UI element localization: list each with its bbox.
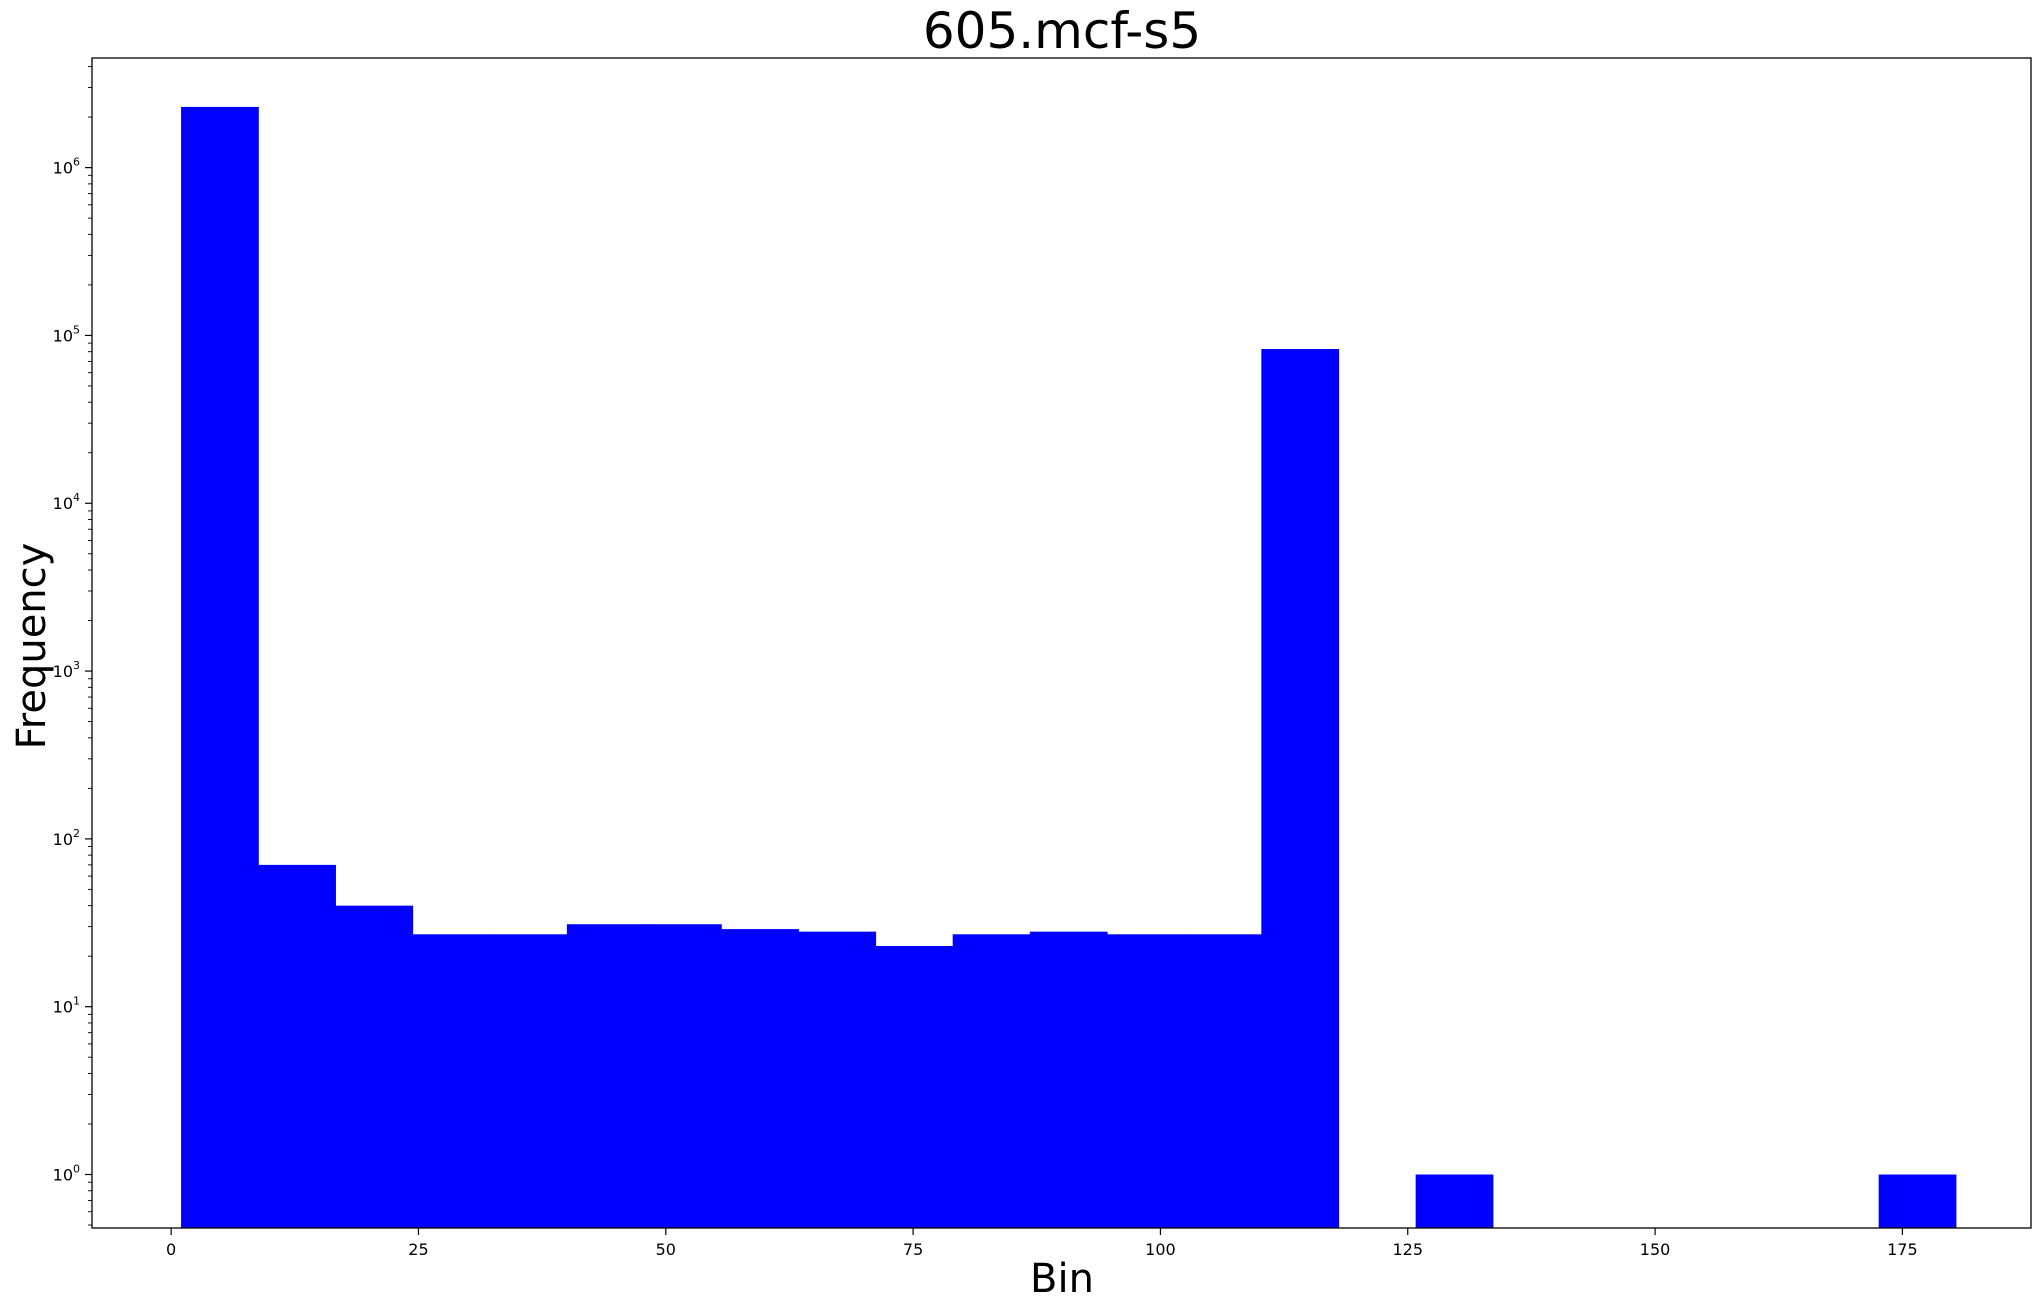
histogram-bar — [875, 945, 954, 1228]
histogram-bar — [181, 106, 259, 1228]
y-tick-label: 106 — [53, 156, 80, 178]
histogram-bar — [412, 934, 491, 1228]
x-tick-label: 125 — [1392, 1240, 1423, 1259]
y-tick-label: 103 — [53, 659, 80, 681]
histogram-bar — [489, 934, 568, 1228]
y-tick-label: 101 — [53, 995, 80, 1017]
chart-title: 605.mcf-s5 — [923, 2, 1201, 60]
histogram-bar — [644, 924, 722, 1228]
y-tick-label: 100 — [53, 1163, 80, 1185]
y-tick-label: 104 — [53, 491, 80, 513]
histogram-bar — [258, 864, 336, 1228]
x-tick-label: 50 — [656, 1240, 676, 1259]
y-tick-label: 102 — [53, 827, 80, 849]
x-tick-label: 25 — [408, 1240, 428, 1259]
x-axis: 0 25 50 75 100 125 150 175 — [166, 1228, 1918, 1259]
y-axis-label: Frequency — [9, 543, 55, 750]
y-tick-label: 105 — [53, 323, 80, 345]
x-tick-label: 75 — [903, 1240, 923, 1259]
x-tick-label: 0 — [166, 1240, 176, 1259]
histogram-bar — [1261, 349, 1340, 1228]
histogram-bar — [1029, 931, 1108, 1228]
histogram-bar — [952, 934, 1031, 1228]
histogram-bar — [1107, 934, 1185, 1228]
histogram-bar — [1415, 1174, 1494, 1228]
histogram-bar — [1878, 1174, 1957, 1228]
histogram-bar — [721, 929, 799, 1228]
histogram-bar — [335, 905, 414, 1228]
histogram-bar — [1184, 934, 1262, 1228]
bars-group — [181, 106, 1957, 1228]
x-tick-label: 150 — [1640, 1240, 1671, 1259]
histogram-bar — [566, 924, 645, 1228]
plot-area-frame — [91, 57, 2032, 1229]
x-tick-label: 175 — [1887, 1240, 1918, 1259]
x-tick-label: 100 — [1145, 1240, 1176, 1259]
x-axis-label: Bin — [1030, 1256, 1094, 1302]
y-axis: 100 101 102 103 104 105 106 — [53, 66, 92, 1226]
histogram-bar — [798, 931, 877, 1228]
